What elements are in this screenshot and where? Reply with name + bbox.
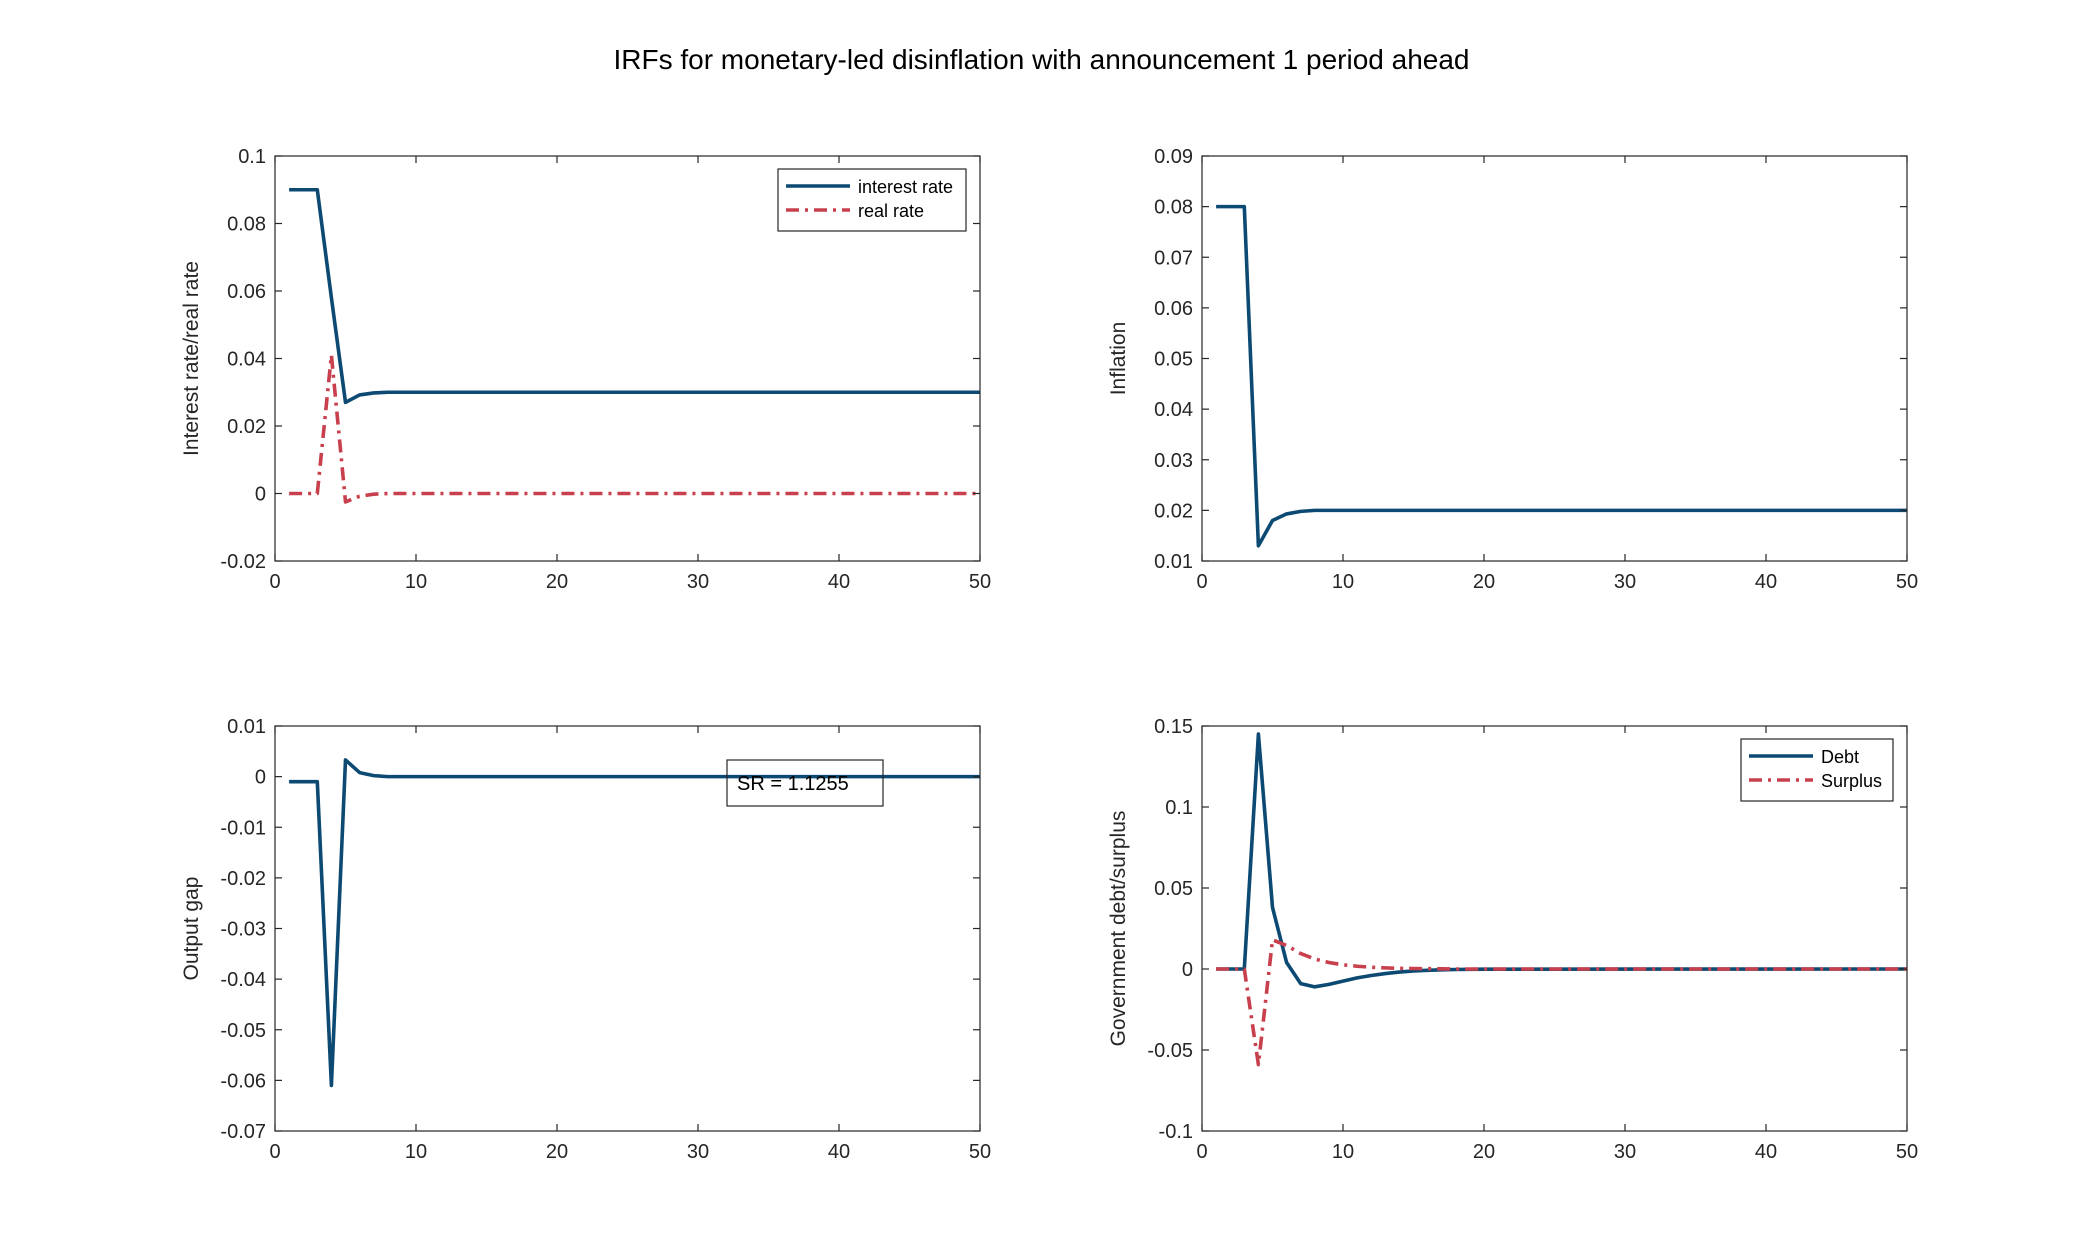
x-tick-label: 0 [269,571,280,593]
series-group [1216,204,1907,548]
y-tick-label: 0 [255,484,266,506]
figure-title: IRFs for monetary-led disinflation with … [613,44,1470,75]
legend-entry-debt: Debt [1821,747,1859,767]
x-tick-label: 20 [1473,571,1495,593]
legend-entry-real-rate: real rate [858,201,924,221]
series-group [1216,732,1907,1067]
x-tick-label: 40 [1755,1141,1777,1163]
y-tick-label: 0.1 [1165,797,1193,819]
y-tick-label: 0.05 [1154,878,1193,900]
x-tick-label: 0 [269,1141,280,1163]
y-tick-label: 0.02 [227,416,266,438]
series-line-real-rate [289,353,980,504]
y-tick-label: -0.02 [220,551,266,573]
series-line-interest-rate [289,187,980,405]
series-group [289,758,980,1088]
x-tick-label: 10 [405,571,427,593]
x-tick-label: 50 [1896,1141,1918,1163]
y-axis-label: Output gap [180,877,203,981]
x-tick-label: 20 [546,1141,568,1163]
y-tick-label: -0.05 [220,1020,266,1042]
y-tick-label: 0.06 [227,281,266,303]
legend-entry-surplus: Surplus [1821,771,1882,791]
y-tick-label: -0.07 [220,1121,266,1143]
x-tick-label: 30 [1614,1141,1636,1163]
annotation-box [726,759,884,807]
x-tick-label: 30 [687,571,709,593]
y-tick-label: 0 [1182,959,1193,981]
x-tick-label: 20 [546,571,568,593]
y-tick-label: 0.08 [227,214,266,236]
subplot-rates: 0 10 20 30 40 50-0.0200.020.040.060.080.1Inte… [180,146,991,593]
x-tick-label: 50 [969,1141,991,1163]
x-tick-label: 40 [828,1141,850,1163]
legend-box [1740,738,1894,802]
y-tick-label: -0.03 [220,919,266,941]
x-tick-label: 30 [687,1141,709,1163]
y-tick-label: -0.04 [220,969,266,991]
series-line-surplus [1216,938,1907,1067]
y-tick-label: -0.02 [220,868,266,890]
subplot-inflation: 0 10 20 30 40 50 0.01 0.02 0.03 0.04 0.05 0.06 0.07 0… [1107,146,1918,593]
y-tick-label: -0.06 [220,1070,266,1092]
y-tick-label: 0.09 [1154,146,1193,168]
legend: interest rate real rate [777,168,967,232]
axes-box [1201,725,1908,1132]
y-tick-label: -0.1 [1159,1121,1193,1143]
x-tick-label: 30 [1614,571,1636,593]
y-axis-label: Inflation [1107,322,1130,396]
subplot-output-gap: 0 10 20 30 40 50 -0.07 -0.06 -0.05 -0.04 -0.03 -0.0… [180,716,991,1163]
y-tick-label: 0.03 [1154,450,1193,472]
y-tick-label: -0.01 [220,817,266,839]
x-tick-label: 50 [1896,571,1918,593]
x-tick-label: 10 [405,1141,427,1163]
y-tick-label: 0.1 [238,146,266,168]
series-line-debt [1216,732,1907,989]
x-tick-label: 0 [1196,571,1207,593]
y-tick-label: 0.15 [1154,716,1193,738]
x-tick-label: 0 [1196,1141,1207,1163]
y-tick-label: 0.07 [1154,247,1193,269]
y-tick-label: 0.08 [1154,197,1193,219]
y-tick-label: 0.01 [227,716,266,738]
y-tick-label: 0.02 [1154,500,1193,522]
y-tick-label: 0.04 [227,349,266,371]
y-tick-label: 0.04 [1154,399,1193,421]
x-tick-label: 20 [1473,1141,1495,1163]
y-tick-label: 0 [255,767,266,789]
legend: Debt Surplus [1740,738,1894,802]
x-tick-label: 40 [1755,571,1777,593]
x-tick-label: 40 [828,571,850,593]
y-tick-label: 0.05 [1154,349,1193,371]
subplot-debt-surplus: 0 10 20 30 40 50 -0.1 -0.05 0 0.05 0.1 0.15 Governme… [1107,716,1918,1163]
series-line-output-gap [289,758,980,1088]
y-axis-label: Government debt/surplus [1107,811,1130,1047]
x-tick-label: 10 [1332,571,1354,593]
y-tick-label: 0.06 [1154,298,1193,320]
plot-area [275,726,980,1131]
plot-area [1202,156,1907,561]
x-tick-label: 50 [969,571,991,593]
series-line-inflation [1216,204,1907,548]
annotation-text: SR = 1.1255 [737,773,849,795]
legend-entry-interest-rate: interest rate [858,177,953,197]
y-tick-label: -0.05 [1147,1040,1193,1062]
x-tick-label: 10 [1332,1141,1354,1163]
series-group [289,187,980,504]
y-tick-label: 0.01 [1154,551,1193,573]
y-axis-label: Interest rate/real rate [180,261,203,456]
legend-box [777,168,967,232]
